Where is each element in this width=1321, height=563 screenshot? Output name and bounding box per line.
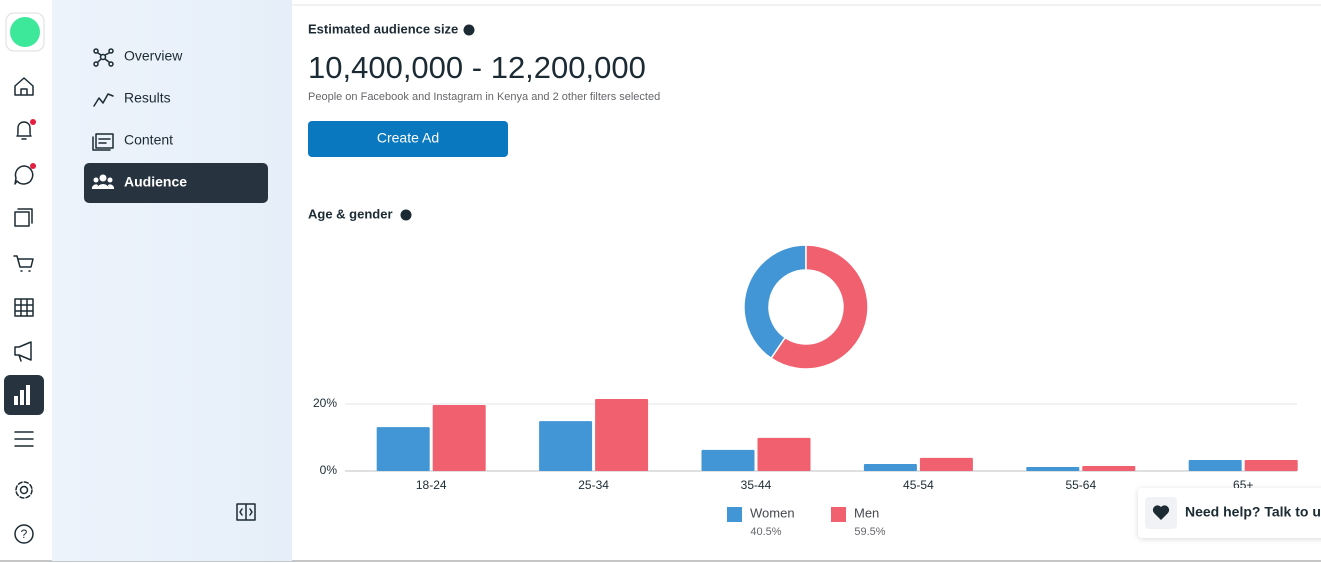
results-icon <box>93 93 114 107</box>
y-tick-label: 20% <box>313 396 337 410</box>
legend-label: Men <box>854 505 879 520</box>
inbox-icon[interactable] <box>14 165 34 185</box>
create-ad-button[interactable] <box>308 121 508 157</box>
help-icon[interactable] <box>14 524 34 544</box>
x-tick-label: 45-54 <box>903 478 934 492</box>
menu-icon[interactable] <box>14 431 34 447</box>
bar <box>863 463 917 471</box>
bar <box>1026 466 1080 471</box>
donut-slice <box>770 244 869 370</box>
bar <box>432 405 486 471</box>
legend-swatch <box>727 507 742 522</box>
legend-share: 40.5% <box>750 526 781 538</box>
pages-icon[interactable] <box>14 208 33 227</box>
bar <box>376 427 430 471</box>
icon-rail: ? <box>4 12 45 544</box>
settings-gear <box>15 481 33 499</box>
legend-label: Women <box>750 505 795 520</box>
help-glyph: ? <box>21 527 28 541</box>
age-gender-chart: 0%20%18-24 25-34 35-44 45-54 55-64 65+Women Me… <box>313 244 1298 538</box>
notifications-icon[interactable] <box>16 121 32 140</box>
bar <box>539 421 593 471</box>
badge <box>30 119 36 125</box>
bar <box>919 457 973 471</box>
legend-swatch <box>831 507 846 522</box>
x-tick-label: 18-24 <box>416 478 447 492</box>
insights-icon <box>14 385 30 405</box>
settings-icon[interactable] <box>19 485 29 495</box>
nav-active[interactable] <box>84 163 268 203</box>
legend-share: 59.5% <box>854 526 885 538</box>
audience-range: 10,400,000 - 12,200,000 <box>308 50 646 85</box>
sidebar <box>52 0 292 561</box>
ads-icon[interactable] <box>14 341 32 362</box>
content-icon <box>92 133 114 151</box>
collapse-icon[interactable] <box>236 503 256 521</box>
section-title: Age & gender <box>308 206 393 221</box>
bar <box>1082 465 1136 471</box>
bar <box>701 449 755 471</box>
bar <box>1188 459 1242 471</box>
audience-icon <box>91 174 115 189</box>
commerce-icon[interactable] <box>13 255 34 272</box>
audience-subtitle: People on Facebook and Instagram in Keny… <box>308 91 660 103</box>
section-title: Estimated audience size <box>308 21 458 36</box>
x-tick-label: 55-64 <box>1065 478 1096 492</box>
badge <box>30 163 36 169</box>
sidebar-nav: Overview Results Content Audience <box>84 48 268 521</box>
nav-item[interactable]: Audience <box>124 174 187 190</box>
help-widget[interactable]: Need help? Talk to us <box>1138 488 1321 538</box>
info-icon[interactable] <box>463 24 475 36</box>
nav-item[interactable]: Content <box>124 132 173 148</box>
logo <box>10 17 40 47</box>
donut-slice <box>743 244 807 360</box>
x-tick-label: 35-44 <box>741 478 772 492</box>
button-label: Create Ad <box>377 130 439 146</box>
help-heart <box>1152 505 1170 520</box>
nav-item[interactable]: Overview <box>124 48 183 64</box>
help-box[interactable] <box>1138 488 1321 538</box>
x-tick-label: 25-34 <box>578 478 609 492</box>
overview-icon <box>93 48 114 67</box>
info-icon[interactable] <box>400 209 412 221</box>
home-icon[interactable] <box>14 77 34 96</box>
bar <box>1244 459 1298 471</box>
help-text[interactable]: Need help? Talk to us <box>1185 504 1321 520</box>
bar <box>595 398 649 471</box>
table-icon[interactable] <box>14 298 34 317</box>
y-tick-label: 0% <box>320 463 338 477</box>
bar <box>757 437 811 471</box>
nav-item[interactable]: Results <box>124 90 171 106</box>
